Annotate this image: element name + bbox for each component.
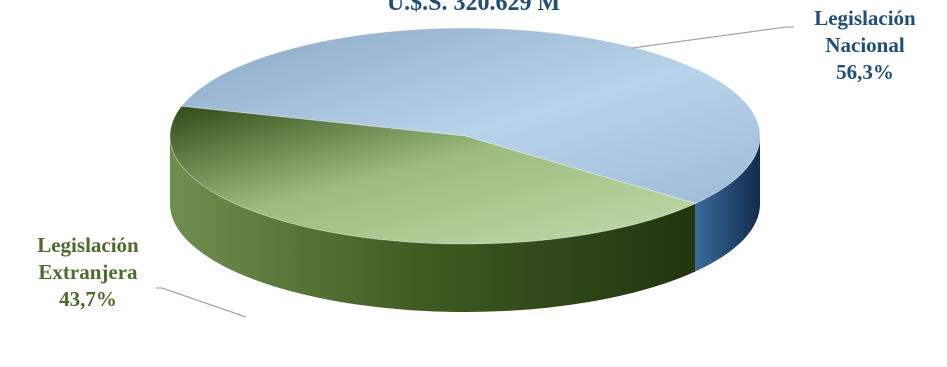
data-label-nacional: Legislación Nacional 56,3% — [790, 5, 940, 86]
leader-line-extranjera — [156, 287, 247, 318]
pie-slice-nacional — [180, 27, 761, 205]
chart-title: U.$.S. 320.629 M — [386, 0, 561, 16]
data-label-extranjera-line2: Extranjera — [38, 260, 138, 284]
pie-slice-extranjera — [169, 105, 697, 245]
data-label-extranjera: Legislación Extranjera 43,7% — [8, 232, 168, 313]
data-label-extranjera-line1: Legislación — [37, 233, 139, 257]
data-label-extranjera-value: 43,7% — [59, 287, 117, 311]
leader-line-nacional — [631, 26, 794, 49]
data-label-nacional-line1: Legislación — [814, 6, 916, 30]
data-label-nacional-line2: Nacional — [825, 33, 905, 57]
pie-slice-side-nacional — [695, 136, 760, 272]
data-label-nacional-value: 56,3% — [836, 60, 894, 84]
pie-slice-side-extranjera — [170, 136, 696, 312]
